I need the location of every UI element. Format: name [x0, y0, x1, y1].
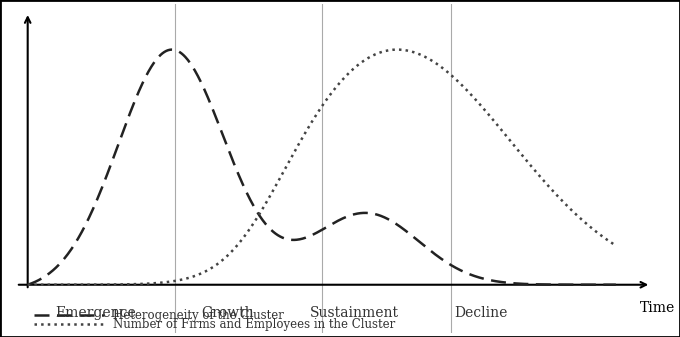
Text: Emergence: Emergence	[55, 306, 136, 320]
Text: Growth: Growth	[201, 306, 254, 320]
Text: Number of Firms and Employees in the Cluster: Number of Firms and Employees in the Clu…	[113, 318, 395, 331]
Text: Decline: Decline	[454, 306, 507, 320]
Text: Time: Time	[639, 301, 675, 315]
Text: Sustainment: Sustainment	[309, 306, 398, 320]
Text: Heterogeneity of the Cluster: Heterogeneity of the Cluster	[113, 309, 284, 322]
